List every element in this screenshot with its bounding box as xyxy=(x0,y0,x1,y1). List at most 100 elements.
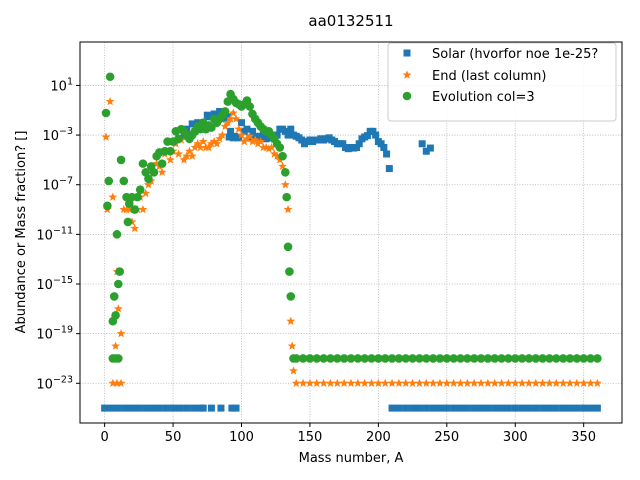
data-point xyxy=(165,155,175,164)
data-point xyxy=(105,72,115,82)
data-point xyxy=(332,378,342,388)
data-point xyxy=(511,404,519,412)
data-point xyxy=(204,142,214,152)
data-point xyxy=(272,151,282,160)
data-point xyxy=(224,113,232,121)
data-point xyxy=(287,125,295,133)
data-point xyxy=(436,404,444,412)
data-point xyxy=(380,354,390,363)
data-point xyxy=(462,378,472,388)
x-tick-label: 350 xyxy=(571,430,596,445)
data-point xyxy=(539,404,547,412)
data-point xyxy=(551,378,561,388)
legend-label-evolution: Evolution col=3 xyxy=(432,90,535,105)
data-point xyxy=(286,292,296,301)
data-point xyxy=(234,124,244,133)
data-point xyxy=(545,404,553,412)
y-tick-label: 10−7 xyxy=(42,176,73,194)
data-point xyxy=(216,107,224,115)
data-point xyxy=(291,354,301,363)
data-point xyxy=(190,404,198,412)
data-marks xyxy=(101,72,602,412)
data-point xyxy=(305,354,315,363)
data-point xyxy=(339,354,349,363)
data-point xyxy=(367,354,376,363)
data-point xyxy=(484,404,492,412)
legend-marker xyxy=(403,49,411,57)
data-point xyxy=(226,114,235,123)
data-point xyxy=(162,404,170,412)
legend-markers xyxy=(402,49,412,101)
data-point xyxy=(558,354,568,363)
data-point xyxy=(388,404,396,412)
data-point xyxy=(114,279,123,289)
data-point xyxy=(242,134,252,143)
data-point xyxy=(394,354,404,363)
data-point xyxy=(179,155,189,164)
data-point xyxy=(380,378,390,388)
data-point xyxy=(538,378,547,388)
y-tick-label: 101 xyxy=(50,76,73,94)
data-point xyxy=(409,404,417,412)
data-point xyxy=(418,140,426,148)
data-point xyxy=(504,404,512,412)
data-point xyxy=(476,378,486,388)
data-point xyxy=(476,354,486,363)
data-point xyxy=(278,161,287,171)
data-point xyxy=(284,131,292,139)
data-point xyxy=(401,378,411,388)
data-point xyxy=(287,341,297,350)
data-point xyxy=(408,378,417,388)
data-point xyxy=(190,142,200,152)
data-point xyxy=(108,192,118,201)
data-point xyxy=(250,135,260,144)
x-tick-label: 100 xyxy=(229,430,254,445)
data-point xyxy=(477,404,485,412)
data-point xyxy=(449,378,459,388)
data-point xyxy=(267,142,276,152)
data-point xyxy=(245,102,255,111)
data-point xyxy=(504,378,513,388)
data-point xyxy=(101,132,111,141)
data-point xyxy=(109,292,119,301)
data-point xyxy=(490,354,500,363)
data-point xyxy=(193,139,203,148)
y-axis-label: Abundance or Mass fraction? [] xyxy=(14,131,29,334)
data-point xyxy=(531,354,541,363)
data-point xyxy=(138,204,148,214)
data-point xyxy=(483,378,493,388)
data-point xyxy=(101,108,111,118)
data-point xyxy=(285,267,294,276)
data-point xyxy=(435,378,445,388)
data-point xyxy=(235,134,243,142)
data-point xyxy=(573,404,581,412)
x-axis-label: Mass number, A xyxy=(299,451,404,466)
data-point xyxy=(228,404,236,412)
data-point xyxy=(442,354,452,363)
data-point xyxy=(207,404,215,412)
data-point xyxy=(101,404,109,412)
data-point xyxy=(552,404,560,412)
data-point xyxy=(470,404,478,412)
data-point xyxy=(449,354,458,363)
plot-frame xyxy=(79,41,623,424)
data-point xyxy=(291,378,301,388)
data-point xyxy=(443,404,451,412)
data-point xyxy=(374,378,383,388)
data-point xyxy=(107,404,115,412)
data-point xyxy=(207,139,216,148)
data-point xyxy=(124,199,134,208)
data-point xyxy=(278,151,287,161)
x-tick-label: 300 xyxy=(503,430,528,445)
data-point xyxy=(113,304,123,313)
data-point xyxy=(225,133,233,141)
data-point xyxy=(377,140,385,148)
data-point xyxy=(269,149,279,158)
data-point xyxy=(566,404,574,412)
data-point xyxy=(198,136,208,146)
data-point xyxy=(174,149,183,158)
legend-marker xyxy=(402,70,412,79)
data-point xyxy=(374,354,383,363)
data-point xyxy=(360,354,369,363)
data-point xyxy=(111,311,120,320)
